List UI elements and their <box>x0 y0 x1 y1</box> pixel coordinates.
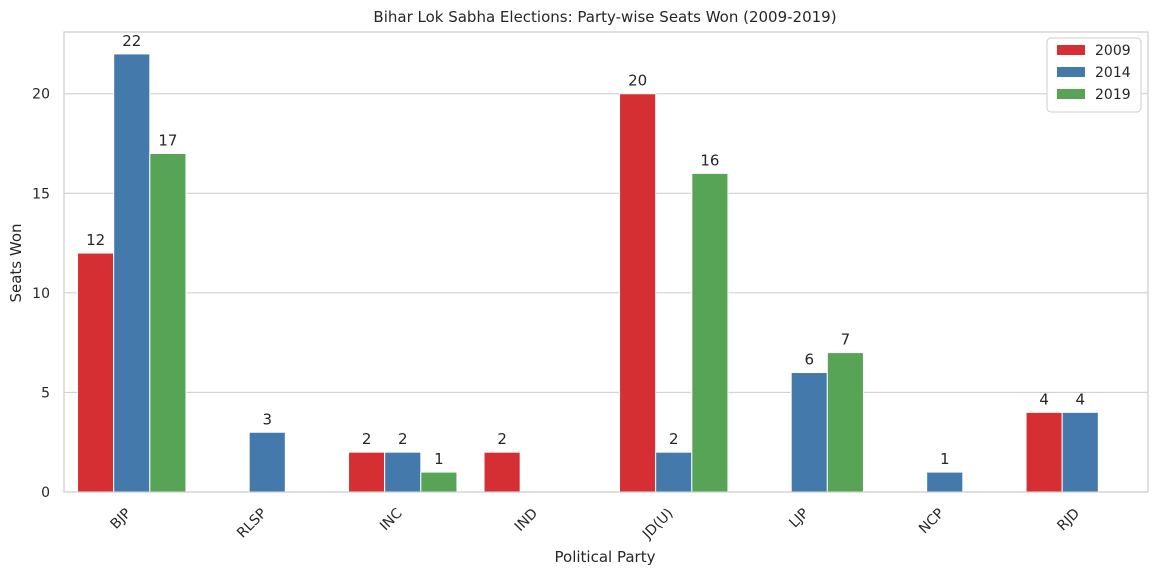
y-tick-label: 15 <box>32 186 50 202</box>
y-tick-label: 5 <box>41 385 50 401</box>
bar-2009-BJP <box>77 252 115 493</box>
x-tick-label: NCP <box>916 506 948 538</box>
x-axis-label: Political Party <box>555 548 656 566</box>
bar-value-label: 4 <box>1039 390 1049 408</box>
x-tick-label: INC <box>377 505 406 534</box>
bar-2014-INC <box>384 451 422 493</box>
bar-value-label: 2 <box>497 430 507 448</box>
bar-2009-RJD <box>1025 411 1063 493</box>
bar-2019-JD(U) <box>691 172 729 493</box>
y-tick-label: 10 <box>32 286 50 302</box>
bar-2009-IND <box>483 451 521 493</box>
bar-value-label: 3 <box>262 410 272 428</box>
legend-label: 2019 <box>1095 87 1131 103</box>
bar-2014-JD(U) <box>655 451 693 493</box>
bar-2014-LJP <box>790 372 828 493</box>
bar-2009-INC <box>348 451 386 493</box>
legend-swatch <box>1057 45 1085 55</box>
bar-2014-RLSP <box>248 431 286 493</box>
bar-value-label: 4 <box>1075 390 1085 408</box>
bar-value-label: 20 <box>628 72 647 90</box>
y-tick-label: 0 <box>41 485 50 501</box>
x-tick-label: JD(U) <box>639 506 677 544</box>
plot-frame <box>63 31 1149 493</box>
bar-value-label: 7 <box>841 331 851 349</box>
legend-swatch <box>1057 89 1085 99</box>
bar-value-label: 6 <box>804 351 814 369</box>
bar-value-label: 22 <box>122 32 141 50</box>
bars <box>77 53 1099 493</box>
bar-2014-RJD <box>1061 411 1099 493</box>
x-tick-label: RLSP <box>234 506 270 542</box>
bar-value-label: 17 <box>158 131 177 149</box>
bar-2009-JD(U) <box>619 93 657 493</box>
chart-title: Bihar Lok Sabha Elections: Party-wise Se… <box>373 8 836 26</box>
x-axis-ticks: BJP RLSP INC IND JD(U) LJP NCP RJD <box>108 505 1084 543</box>
bar-value-label: 2 <box>398 430 408 448</box>
x-tick-label: BJP <box>108 506 135 533</box>
bar-2019-INC <box>420 471 458 493</box>
bar-value-label: 12 <box>86 231 105 249</box>
bar-2014-NCP <box>926 471 964 493</box>
bar-2019-LJP <box>826 352 864 493</box>
legend-label: 2009 <box>1095 43 1131 59</box>
bar-value-label: 2 <box>669 430 679 448</box>
x-tick-label: RJD <box>1054 506 1083 535</box>
legend-swatch <box>1057 67 1085 77</box>
bar-value-label: 16 <box>700 151 719 169</box>
bar-2019-BJP <box>149 152 187 493</box>
x-tick-label: LJP <box>786 506 812 532</box>
bar-value-label: 1 <box>940 450 950 468</box>
x-tick-label: IND <box>512 506 541 535</box>
gridlines <box>64 93 1148 493</box>
bar-value-label: 1 <box>434 450 444 468</box>
y-tick-label: 20 <box>32 87 50 103</box>
bar-2014-BJP <box>113 53 151 493</box>
y-axis-label: Seats Won <box>7 223 25 302</box>
y-axis-ticks: 0 5 10 15 20 <box>32 87 50 501</box>
legend: 2009 2014 2019 <box>1046 37 1142 113</box>
bar-value-label: 2 <box>362 430 372 448</box>
legend-label: 2014 <box>1095 65 1131 81</box>
